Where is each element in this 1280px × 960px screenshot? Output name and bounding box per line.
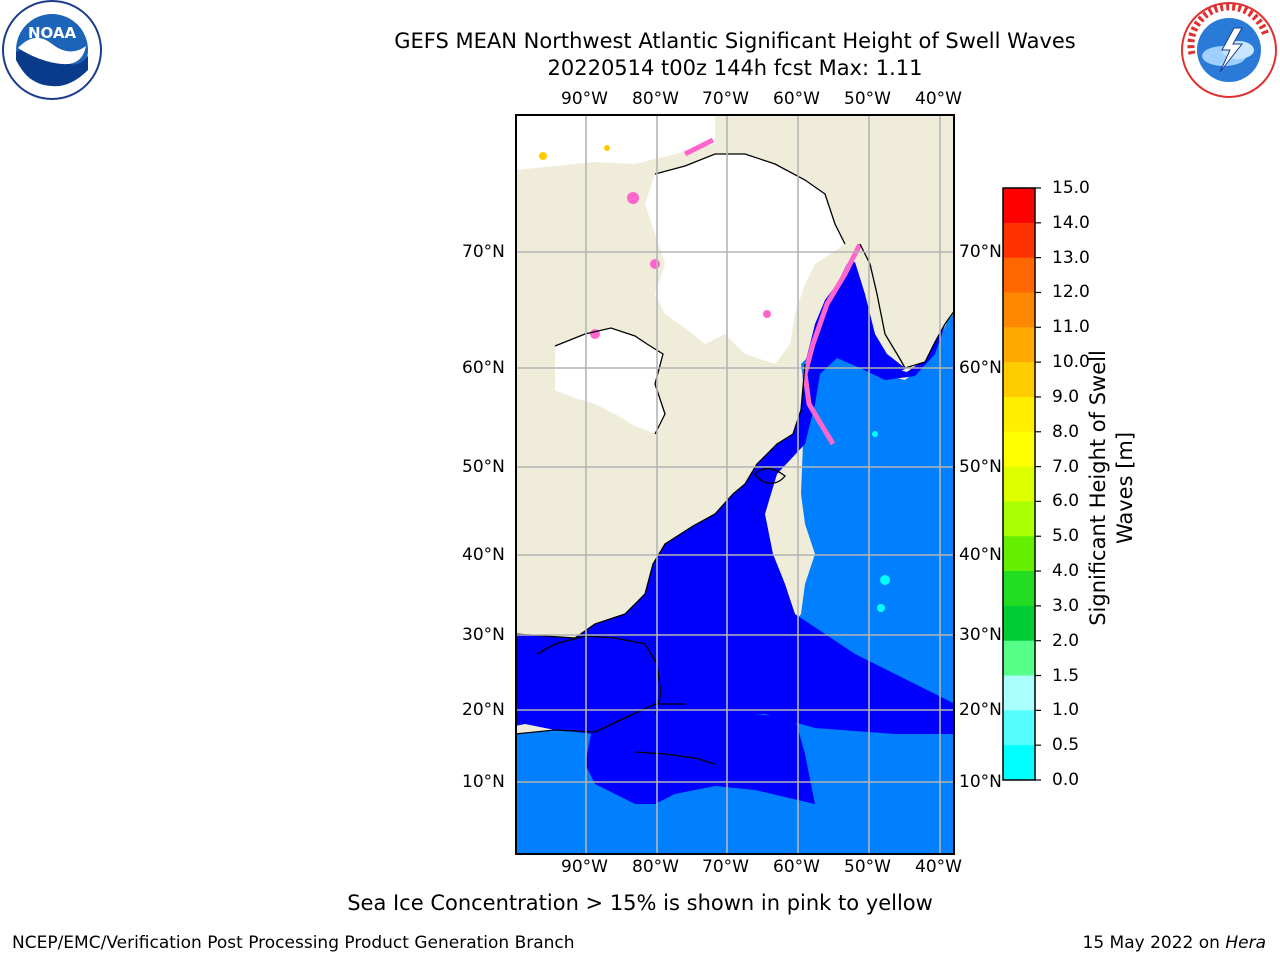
colorbar-segment bbox=[1003, 327, 1035, 363]
lat-tick-right-40n: 40°N bbox=[959, 545, 1002, 565]
baffin-ice bbox=[645, 154, 845, 364]
date-line: 15 May 2022 on Hera bbox=[1082, 933, 1267, 953]
lat-tick-right-50n: 50°N bbox=[959, 457, 1002, 477]
lon-tick-top-60w: 60°W bbox=[773, 89, 820, 109]
colorbar-tick-label: 14.0 bbox=[1052, 212, 1090, 233]
lon-tick-bottom-90w: 90°W bbox=[561, 857, 608, 877]
noaa-logo: NOAA bbox=[0, 0, 104, 104]
machine-name: Hera bbox=[1225, 933, 1266, 953]
colorbar-tick-label: 15.0 bbox=[1052, 178, 1090, 198]
colorbar-ticks bbox=[1035, 187, 1041, 781]
lat-tick-right-60n: 60°N bbox=[959, 358, 1002, 378]
colorbar-tick-label: 12.0 bbox=[1052, 282, 1090, 303]
lat-tick-left-70n: 70°N bbox=[462, 242, 505, 262]
lat-tick-left-30n: 30°N bbox=[462, 625, 505, 645]
colorbar-segment bbox=[1003, 605, 1035, 642]
colorbar-segment bbox=[1003, 640, 1035, 677]
greenland-south bbox=[835, 114, 955, 368]
sea-ice-note: Sea Ice Concentration > 15% is shown in … bbox=[347, 891, 933, 915]
colorbar-tick-label: 0.5 bbox=[1052, 735, 1080, 756]
ice-edge-east bbox=[802, 242, 863, 446]
colorbar-tick-label: 13.0 bbox=[1052, 247, 1090, 268]
svg-text:NOAA: NOAA bbox=[28, 24, 77, 42]
lat-tick-left-20n: 20°N bbox=[462, 700, 505, 720]
colorbar-tick-label: 7.0 bbox=[1052, 456, 1080, 477]
lon-tick-bottom-50w: 50°W bbox=[844, 857, 891, 877]
lon-tick-top-50w: 50°W bbox=[844, 89, 891, 109]
lat-tick-left-50n: 50°N bbox=[462, 457, 505, 477]
colorbar-tick-label: 0.0 bbox=[1052, 770, 1080, 790]
map-panel bbox=[515, 114, 955, 855]
colorbar-tick-label: 5.0 bbox=[1052, 526, 1080, 547]
lon-tick-bottom-40w: 40°W bbox=[915, 857, 962, 877]
colorbar-tick-label: 9.0 bbox=[1052, 386, 1080, 407]
colorbar-frame bbox=[1002, 187, 1036, 781]
lon-tick-top-70w: 70°W bbox=[702, 89, 749, 109]
lon-tick-top-40w: 40°W bbox=[915, 89, 962, 109]
chart-subtitle: 20220514 t00z 144h fcst Max: 1.11 bbox=[547, 56, 923, 80]
lon-tick-bottom-70w: 70°W bbox=[702, 857, 749, 877]
colorbar-tick-label: 3.0 bbox=[1052, 595, 1080, 616]
colorbar-segment bbox=[1003, 188, 1035, 224]
colorbar-tick-label: 1.5 bbox=[1052, 665, 1080, 686]
colorbar-tick-label: 4.0 bbox=[1052, 561, 1080, 582]
arctic-ice bbox=[515, 114, 715, 170]
map-frame bbox=[515, 114, 955, 855]
lat-tick-left-10n: 10°N bbox=[462, 772, 505, 792]
ice-patch-2 bbox=[650, 259, 660, 269]
lat-tick-left-60n: 60°N bbox=[462, 358, 505, 378]
colorbar-segment bbox=[1003, 710, 1035, 746]
credit-line: NCEP/EMC/Verification Post Processing Pr… bbox=[12, 933, 575, 953]
lat-tick-right-70n: 70°N bbox=[959, 242, 1002, 262]
lon-tick-top-90w: 90°W bbox=[561, 89, 608, 109]
lon-tick-bottom-80w: 80°W bbox=[632, 857, 679, 877]
colorbar-segment bbox=[1003, 222, 1035, 259]
colorbar-segment bbox=[1003, 466, 1035, 502]
colorbar-tick-label: 11.0 bbox=[1052, 317, 1090, 338]
lat-tick-right-10n: 10°N bbox=[959, 772, 1002, 792]
colorbar-segment bbox=[1003, 292, 1035, 328]
ice-edge-baffin bbox=[683, 137, 715, 157]
colorbar-tick-label: 1.0 bbox=[1052, 700, 1080, 721]
graticule bbox=[515, 114, 955, 855]
cyan-speck-1 bbox=[880, 575, 890, 585]
colorbar-segment bbox=[1003, 396, 1035, 433]
cyan-speck-3 bbox=[872, 431, 878, 437]
colorbar-segment bbox=[1003, 675, 1035, 711]
ice-yellow-1 bbox=[539, 152, 547, 160]
colorbar-segment bbox=[1003, 571, 1035, 607]
colorbar-tick-label: 2.0 bbox=[1052, 630, 1080, 651]
hudson-bay-ice bbox=[555, 328, 665, 434]
lon-tick-bottom-60w: 60°W bbox=[773, 857, 820, 877]
lat-tick-right-20n: 20°N bbox=[959, 700, 1002, 720]
coastlines bbox=[515, 153, 955, 765]
ice-patch-4 bbox=[763, 310, 771, 318]
colorbar-segments bbox=[1003, 188, 1035, 781]
colorbar-tick-label: 10.0 bbox=[1052, 352, 1090, 373]
colorbar-tick-label: 6.0 bbox=[1052, 491, 1080, 512]
colorbar bbox=[1002, 187, 1041, 781]
colorbar-tick-label: 8.0 bbox=[1052, 421, 1080, 442]
chart-title: GEFS MEAN Northwest Atlantic Significant… bbox=[394, 29, 1076, 53]
lat-tick-left-40n: 40°N bbox=[462, 545, 505, 565]
colorbar-segment bbox=[1003, 431, 1035, 468]
colorbar-segment bbox=[1003, 501, 1035, 537]
cyan-speck-2 bbox=[877, 604, 885, 612]
ice-yellow-2 bbox=[604, 145, 610, 151]
colorbar-segment bbox=[1003, 362, 1035, 398]
lat-tick-right-30n: 30°N bbox=[959, 625, 1002, 645]
lon-tick-top-80w: 80°W bbox=[632, 89, 679, 109]
colorbar-tick-labels: 15.0 14.0 13.0 12.0 11.0 10.0 9.0 8.0 7.0 6.0 5.0 4… bbox=[1052, 178, 1112, 800]
ocean-low-gulf bbox=[533, 636, 661, 718]
colorbar-segment bbox=[1003, 745, 1035, 781]
nws-logo bbox=[1178, 0, 1280, 102]
colorbar-segment bbox=[1003, 257, 1035, 293]
ocean-low-caribbean bbox=[585, 704, 815, 804]
colorbar-segment bbox=[1003, 536, 1035, 572]
ice-patch-1 bbox=[627, 192, 639, 204]
ocean-mid-south-caribbean bbox=[515, 774, 595, 846]
